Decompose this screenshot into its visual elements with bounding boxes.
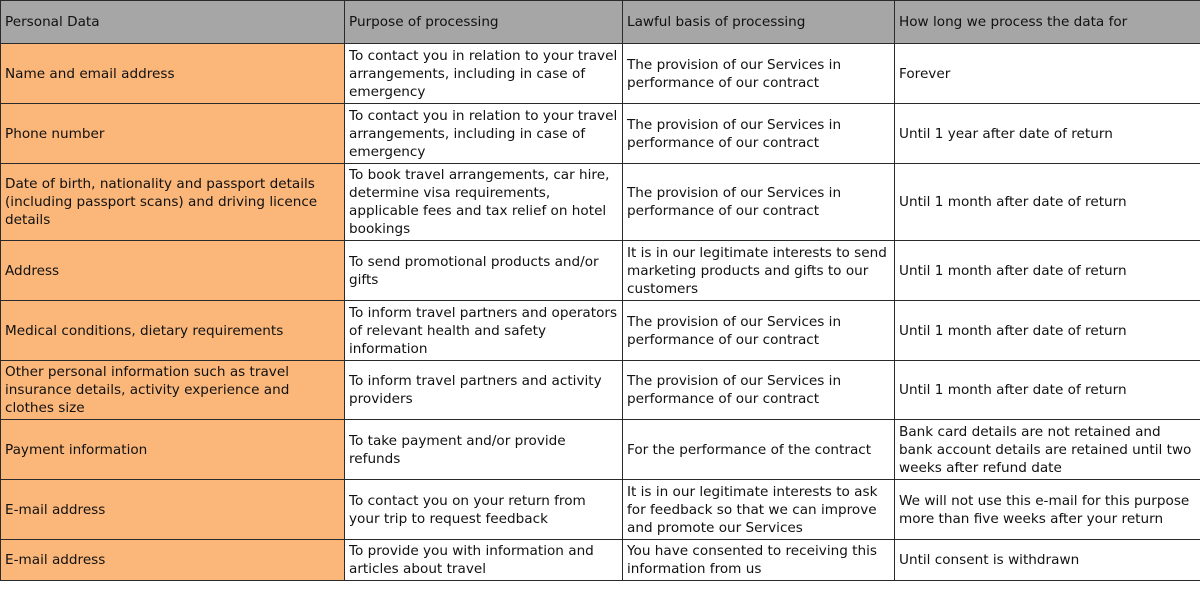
- personal-data-cell: E-mail address: [0, 539, 345, 581]
- lawful-basis-cell: The provision of our Services in perform…: [622, 103, 895, 164]
- table-row: Other personal information such as trave…: [0, 360, 1200, 420]
- personal-data-cell: Date of birth, nationality and passport …: [0, 163, 345, 241]
- personal-data-cell: Payment information: [0, 419, 345, 480]
- table-row: Medical conditions, dietary requirements…: [0, 300, 1200, 361]
- purpose-cell: To contact you on your return from your …: [344, 479, 623, 540]
- personal-data-cell: Medical conditions, dietary requirements: [0, 300, 345, 361]
- personal-data-cell: Address: [0, 240, 345, 301]
- purpose-cell: To contact you in relation to your trave…: [344, 103, 623, 164]
- purpose-cell: To take payment and/or provide refunds: [344, 419, 623, 480]
- retention-cell: Until 1 month after date of return: [894, 163, 1200, 241]
- retention-cell: Until 1 month after date of return: [894, 300, 1200, 361]
- table-row: E-mail address To provide you with inform…: [0, 539, 1200, 581]
- lawful-basis-cell: The provision of our Services in perform…: [622, 43, 895, 104]
- header-row: Personal Data Purpose of processing Lawf…: [0, 0, 1200, 44]
- table-row: E-mail address To contact you on your ret…: [0, 479, 1200, 540]
- table-row: Name and email address To contact you in …: [0, 43, 1200, 104]
- personal-data-cell: Phone number: [0, 103, 345, 164]
- personal-data-cell: Other personal information such as trave…: [0, 360, 345, 420]
- lawful-basis-cell: It is in our legitimate interests to sen…: [622, 240, 895, 301]
- retention-cell: Until 1 month after date of return: [894, 240, 1200, 301]
- retention-cell: Bank card details are not retained and b…: [894, 419, 1200, 480]
- table-row: Payment information To take payment and/o…: [0, 419, 1200, 480]
- retention-cell: Until 1 year after date of return: [894, 103, 1200, 164]
- table-row: Phone number To contact you in relation t…: [0, 103, 1200, 164]
- header-personal-data: Personal Data: [0, 0, 345, 44]
- lawful-basis-cell: For the performance of the contract: [622, 419, 895, 480]
- table-row: Date of birth, nationality and passport …: [0, 163, 1200, 241]
- lawful-basis-cell: The provision of our Services in perform…: [622, 300, 895, 361]
- lawful-basis-cell: You have consented to receiving this inf…: [622, 539, 895, 581]
- retention-cell: Until 1 month after date of return: [894, 360, 1200, 420]
- purpose-cell: To provide you with information and arti…: [344, 539, 623, 581]
- retention-cell: We will not use this e-mail for this pur…: [894, 479, 1200, 540]
- retention-cell: Until consent is withdrawn: [894, 539, 1200, 581]
- lawful-basis-cell: The provision of our Services in perform…: [622, 163, 895, 241]
- personal-data-cell: E-mail address: [0, 479, 345, 540]
- purpose-cell: To contact you in relation to your trave…: [344, 43, 623, 104]
- purpose-cell: To send promotional products and/or gift…: [344, 240, 623, 301]
- purpose-cell: To book travel arrangements, car hire, d…: [344, 163, 623, 241]
- table-row: Address To send promotional products and/…: [0, 240, 1200, 301]
- purpose-cell: To inform travel partners and operators …: [344, 300, 623, 361]
- header-lawful-basis: Lawful basis of processing: [622, 0, 895, 44]
- lawful-basis-cell: It is in our legitimate interests to ask…: [622, 479, 895, 540]
- personal-data-cell: Name and email address: [0, 43, 345, 104]
- header-purpose: Purpose of processing: [344, 0, 623, 44]
- retention-cell: Forever: [894, 43, 1200, 104]
- header-retention: How long we process the data for: [894, 0, 1200, 44]
- purpose-cell: To inform travel partners and activity p…: [344, 360, 623, 420]
- lawful-basis-cell: The provision of our Services in perform…: [622, 360, 895, 420]
